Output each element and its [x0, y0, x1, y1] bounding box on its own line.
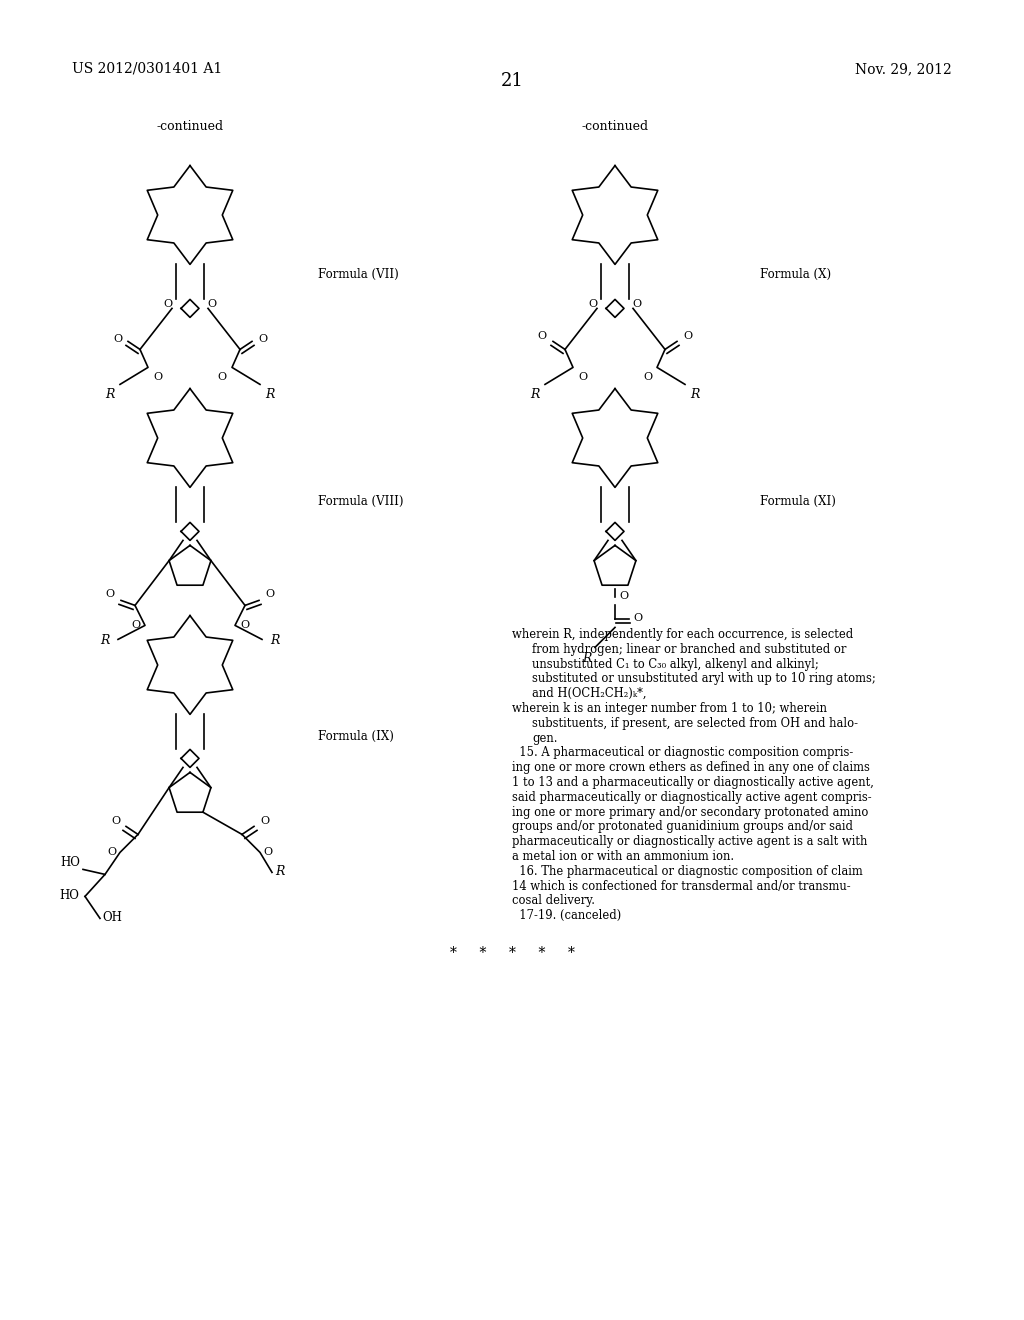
Text: unsubstituted C₁ to C₃₀ alkyl, alkenyl and alkinyl;: unsubstituted C₁ to C₃₀ alkyl, alkenyl a… [532, 657, 819, 671]
Text: R: R [530, 388, 540, 401]
Text: 15. A pharmaceutical or diagnostic composition compris-: 15. A pharmaceutical or diagnostic compo… [512, 746, 853, 759]
Text: Formula (X): Formula (X) [760, 268, 831, 281]
Text: R: R [265, 388, 274, 401]
Text: R: R [105, 388, 115, 401]
Text: HO: HO [60, 857, 80, 870]
Text: Formula (VIII): Formula (VIII) [318, 495, 403, 508]
Text: pharmaceutically or diagnostically active agent is a salt with: pharmaceutically or diagnostically activ… [512, 836, 867, 849]
Text: a metal ion or with an ammonium ion.: a metal ion or with an ammonium ion. [512, 850, 734, 863]
Text: O: O [208, 300, 216, 309]
Text: O: O [108, 847, 117, 858]
Text: R: R [100, 635, 110, 647]
Text: R: R [583, 652, 592, 665]
Text: O: O [153, 372, 162, 383]
Text: R: R [690, 388, 699, 401]
Text: 17-19. (canceled): 17-19. (canceled) [512, 909, 622, 923]
Text: R: R [270, 635, 280, 647]
Text: HO: HO [59, 890, 79, 903]
Text: O: O [633, 300, 642, 309]
Text: 21: 21 [501, 73, 523, 90]
Text: O: O [218, 372, 227, 383]
Text: Formula (IX): Formula (IX) [318, 730, 394, 743]
Text: Formula (XI): Formula (XI) [760, 495, 836, 508]
Text: cosal delivery.: cosal delivery. [512, 895, 595, 907]
Text: 16. The pharmaceutical or diagnostic composition of claim: 16. The pharmaceutical or diagnostic com… [512, 865, 863, 878]
Text: groups and/or protonated guanidinium groups and/or said: groups and/or protonated guanidinium gro… [512, 821, 853, 833]
Text: O: O [643, 372, 652, 383]
Text: and H(OCH₂CH₂)ₖ*,: and H(OCH₂CH₂)ₖ*, [532, 688, 646, 700]
Text: R: R [275, 866, 285, 878]
Text: O: O [683, 331, 692, 342]
Text: O: O [589, 300, 598, 309]
Text: O: O [265, 590, 274, 599]
Text: O: O [240, 620, 249, 631]
Text: ing one or more primary and/or secondary protonated amino: ing one or more primary and/or secondary… [512, 805, 868, 818]
Text: O: O [131, 620, 140, 631]
Text: Nov. 29, 2012: Nov. 29, 2012 [855, 62, 952, 77]
Text: -continued: -continued [582, 120, 648, 133]
Text: O: O [618, 591, 628, 602]
Text: wherein k is an integer number from 1 to 10; wherein: wherein k is an integer number from 1 to… [512, 702, 827, 715]
Text: substituents, if present, are selected from OH and halo-: substituents, if present, are selected f… [532, 717, 858, 730]
Text: 1 to 13 and a pharmaceutically or diagnostically active agent,: 1 to 13 and a pharmaceutically or diagno… [512, 776, 873, 789]
Text: O: O [164, 300, 173, 309]
Text: OH: OH [102, 911, 122, 924]
Text: O: O [105, 590, 115, 599]
Text: gen.: gen. [532, 731, 557, 744]
Text: *   *   *   *   *: * * * * * [450, 946, 574, 960]
Text: O: O [578, 372, 587, 383]
Text: O: O [111, 816, 120, 826]
Text: 14 which is confectioned for transdermal and/or transmu-: 14 which is confectioned for transdermal… [512, 879, 851, 892]
Text: wherein R, independently for each occurrence, is selected: wherein R, independently for each occurr… [512, 628, 853, 642]
Text: substituted or unsubstituted aryl with up to 10 ring atoms;: substituted or unsubstituted aryl with u… [532, 672, 876, 685]
Text: Formula (VII): Formula (VII) [318, 268, 398, 281]
Text: O: O [538, 331, 547, 342]
Text: O: O [113, 334, 122, 345]
Text: O: O [260, 816, 269, 826]
Text: said pharmaceutically or diagnostically active agent compris-: said pharmaceutically or diagnostically … [512, 791, 871, 804]
Text: O: O [263, 847, 272, 858]
Text: from hydrogen; linear or branched and substituted or: from hydrogen; linear or branched and su… [532, 643, 847, 656]
Text: -continued: -continued [157, 120, 223, 133]
Text: US 2012/0301401 A1: US 2012/0301401 A1 [72, 62, 222, 77]
Text: O: O [258, 334, 267, 345]
Text: O: O [633, 614, 642, 623]
Text: ing one or more crown ethers as defined in any one of claims: ing one or more crown ethers as defined … [512, 762, 869, 775]
